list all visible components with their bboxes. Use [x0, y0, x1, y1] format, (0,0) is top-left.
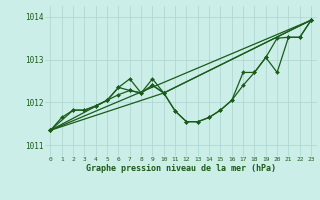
X-axis label: Graphe pression niveau de la mer (hPa): Graphe pression niveau de la mer (hPa) — [86, 164, 276, 173]
